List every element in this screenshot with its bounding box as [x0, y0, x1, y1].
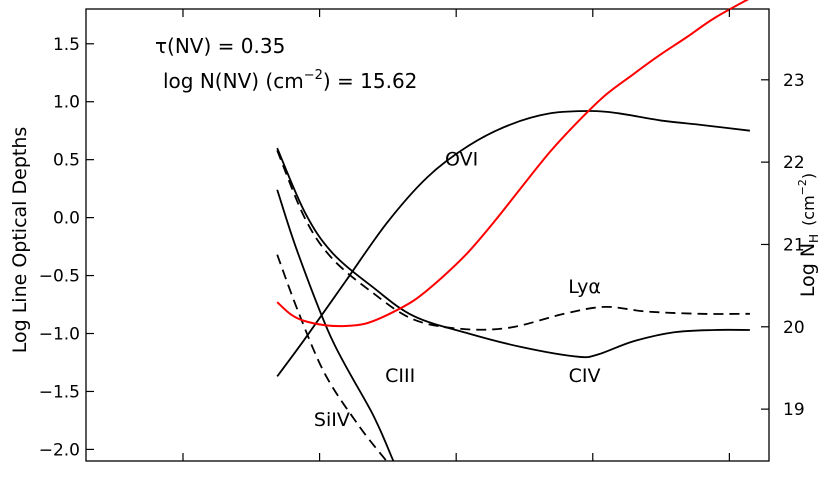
y-axis-label-right: Log NH(cm−2) [796, 173, 821, 297]
y-tick-label-right: 23 [783, 71, 805, 91]
y-tick-label-right: 21 [783, 235, 805, 255]
y-tick-label-left: 0.0 [53, 209, 80, 229]
annotation-column-density: log N(NV) (cm−2) = 15.62 [163, 68, 417, 93]
series-civ-line [276, 147, 750, 359]
series-ovi-line [276, 110, 751, 377]
y-tick-label-left: −2.0 [39, 440, 80, 460]
y-tick-label-right: 20 [783, 318, 805, 338]
series-label-civ: CIV [569, 365, 601, 387]
y-axis-label-left: Log Line Optical Depths [9, 127, 31, 354]
y-tick-label-left: 1.5 [53, 35, 80, 55]
series-label-siiv: SiIV [314, 409, 350, 431]
y-tick-label-left: −1.0 [39, 325, 80, 345]
series-ly-alpha-line [276, 150, 750, 331]
series-label-ciii: CIII [385, 365, 415, 387]
series-label-ovi: OVI [445, 148, 478, 170]
plot-frame [85, 8, 770, 462]
y-tick-label-right: 19 [783, 400, 805, 420]
curves-layer: CIII SiIV CIV Lyα OVI [276, 0, 751, 462]
y-tick-label-left: 1.0 [53, 93, 80, 113]
annotation-tau: τ(NV) = 0.35 [155, 34, 285, 58]
series-ciii-line [276, 189, 395, 462]
series-label-ly-alpha: Lyα [568, 276, 601, 298]
y-tick-label-left: −1.5 [39, 382, 80, 402]
y-tick-label-left: 0.5 [53, 151, 80, 171]
ticks-layer: −2.0 −1.5 −1.0 −0.5 0.0 0.5 1.0 1.5 19 20 21 22 23 [39, 9, 805, 461]
y-tick-label-left: −0.5 [39, 267, 80, 287]
series-siiv-line [276, 254, 388, 462]
y-tick-label-right: 22 [783, 153, 805, 173]
series-log-nh-line [276, 0, 749, 328]
